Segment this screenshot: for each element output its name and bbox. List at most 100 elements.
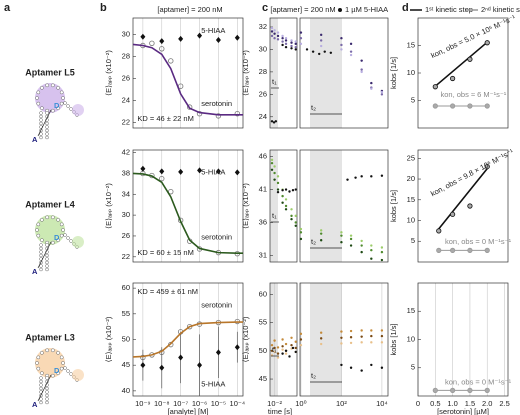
data-point	[432, 387, 438, 393]
data-point	[340, 48, 343, 51]
legend-text: 2ⁿᵈ kinetic step	[481, 5, 520, 14]
nucleotide	[45, 111, 49, 115]
y-tick-label: 28	[259, 67, 267, 76]
data-point	[360, 68, 363, 71]
data-point	[370, 81, 373, 85]
nucleotide	[45, 386, 49, 391]
chart: 31 36 41 46 ⟨E⟩ₐₚₚ (x10⁻²) t₁	[241, 149, 298, 263]
series-label: 5-HIAA	[201, 167, 225, 176]
nucleotide	[36, 222, 41, 227]
nucleotide	[36, 366, 41, 371]
plot-frame	[299, 17, 389, 129]
y-tick-label: 22	[122, 252, 130, 261]
nucleotide	[59, 233, 64, 238]
y-tick-label: 42	[122, 148, 130, 157]
data-point	[270, 30, 274, 33]
nucleotide	[40, 371, 44, 376]
data-point	[360, 250, 363, 254]
x-tick-label: 0.5	[430, 399, 440, 408]
nucleotide	[45, 83, 49, 88]
nucleotide	[51, 373, 55, 378]
data-point	[288, 190, 291, 193]
header: [aptamer] = 200 nM	[157, 5, 222, 14]
y-tick-label: 5	[411, 236, 415, 245]
nucleotide	[39, 376, 43, 380]
nucleotide	[40, 85, 44, 90]
y-tick-label: 15	[407, 40, 415, 49]
distance-arrow	[37, 374, 52, 402]
data-point	[294, 221, 297, 224]
y-tick-label: 41	[259, 185, 267, 194]
data-point	[450, 103, 456, 109]
data-point	[346, 178, 349, 181]
y-tick-label: 26	[122, 73, 130, 82]
data-point	[215, 37, 221, 43]
data-point	[370, 363, 373, 367]
halo	[35, 215, 65, 245]
data-point	[484, 387, 490, 393]
plot-frame	[132, 282, 244, 397]
x-tick-label: 2.0	[482, 399, 492, 408]
acceptor-label: A	[32, 267, 38, 276]
y-tick-label: 38	[122, 168, 130, 177]
data-point	[159, 168, 165, 175]
data-point	[284, 198, 288, 201]
data-point	[360, 70, 363, 74]
data-point	[340, 234, 343, 237]
annotation: kon, obs = 9.8 × 10⁶ M⁻¹s⁻¹	[429, 147, 515, 199]
data-point	[276, 190, 280, 194]
y-tick-label: 60	[122, 283, 130, 292]
data-point	[234, 344, 240, 351]
data-point	[467, 103, 473, 109]
chart: 22 26 30 34 38 42 ⟨E⟩ₐₚₚ (x10⁻²) serotonin 5-HIA…	[104, 148, 244, 263]
data-point	[299, 42, 303, 46]
time-window	[310, 283, 342, 396]
data-point	[290, 47, 293, 50]
nucleotide	[39, 132, 43, 136]
data-point	[340, 363, 343, 367]
data-point	[360, 369, 363, 372]
y-axis-label: kobs [1/s]	[389, 57, 398, 89]
data-point	[273, 339, 276, 342]
data-point	[178, 168, 184, 175]
panel-label: d	[402, 2, 409, 14]
data-point	[273, 178, 276, 181]
data-point	[319, 229, 323, 232]
x-tick-label: 10⁻²	[267, 399, 282, 408]
nucleotide	[36, 355, 41, 360]
data-point	[380, 334, 384, 338]
y-tick-label: 45	[259, 374, 267, 383]
data-point	[168, 58, 174, 64]
x-tick-label: 10⁻⁸	[154, 399, 169, 408]
nucleotide	[39, 264, 43, 268]
data-point	[450, 75, 456, 82]
nucleotide	[39, 135, 43, 140]
side-halo	[72, 236, 84, 248]
nucleotide	[45, 132, 49, 136]
data-point	[370, 334, 373, 338]
data-point	[270, 120, 274, 123]
plot-frame	[269, 282, 298, 397]
data-point	[294, 340, 297, 343]
distance-arrow	[37, 109, 52, 137]
data-point	[159, 38, 165, 45]
nucleotide	[39, 400, 43, 405]
nucleotide	[59, 101, 64, 106]
series-line	[434, 41, 488, 87]
data-point	[380, 90, 384, 94]
data-point	[294, 224, 297, 227]
nucleotide	[40, 106, 44, 111]
data-point	[319, 342, 323, 346]
nucleotide	[56, 85, 60, 90]
time-window	[270, 150, 278, 262]
data-point	[149, 40, 155, 46]
nucleotide	[66, 369, 70, 373]
data-point	[299, 31, 303, 34]
data-point	[349, 53, 353, 57]
data-point	[340, 231, 343, 234]
series-label: serotonin	[201, 232, 232, 241]
data-point	[234, 110, 241, 117]
nucleotide	[35, 361, 39, 365]
y-axis-label: ⟨E⟩ₐₚₚ (x10⁻²)	[241, 183, 250, 229]
nucleotide	[36, 233, 41, 238]
